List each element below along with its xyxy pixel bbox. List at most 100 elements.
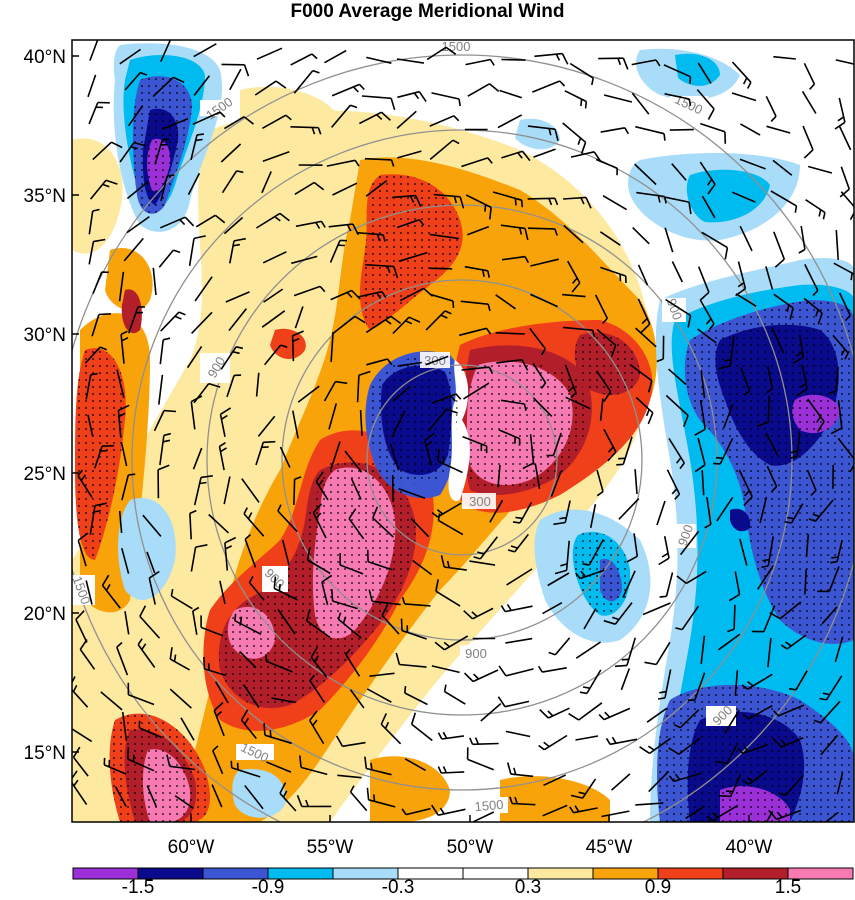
wind-barb-shaft	[505, 637, 533, 644]
wind-barb-feather	[655, 59, 661, 67]
wind-barb-shaft	[391, 410, 406, 438]
lat-tick-label: 30°N	[24, 325, 66, 346]
wind-barb-feather	[555, 53, 561, 61]
wind-barb-feather	[547, 710, 554, 717]
wind-barb-shaft	[664, 669, 672, 699]
shade-neutral-gap	[448, 360, 470, 501]
wind-barb-feather	[780, 739, 787, 746]
wind-barb-feather	[318, 479, 324, 486]
wind-barb-shaft	[124, 611, 130, 635]
wind-barb-feather	[673, 723, 681, 729]
wind-barb-shaft	[563, 196, 587, 200]
wind-barb-shaft	[174, 795, 195, 810]
wind-barb-feather	[780, 644, 788, 650]
wind-barb-feather	[515, 516, 523, 520]
wind-barb-shaft	[119, 142, 135, 163]
wind-barb-feather	[704, 523, 712, 529]
wind-barb-feather	[162, 138, 170, 141]
wind-barb-shaft	[332, 315, 356, 335]
wind-barb-feather	[450, 395, 456, 402]
wind-barb-feather	[605, 737, 611, 745]
wind-barb-feather	[488, 366, 494, 374]
wind-barb-shaft	[620, 668, 631, 691]
wind-barb-feather	[645, 409, 650, 417]
wind-barb-feather	[173, 654, 177, 662]
wind-barb-feather	[170, 588, 174, 597]
wind-barb-shaft	[514, 533, 529, 553]
wind-barb-feather	[559, 516, 567, 520]
wind-barb-shaft	[731, 61, 752, 83]
wind-barb-feather	[463, 610, 474, 620]
wind-barb-feather	[437, 766, 442, 774]
wind-barb-feather	[189, 509, 197, 515]
wind-barb-feather	[743, 496, 753, 506]
wind-barb-shaft	[292, 410, 299, 439]
wind-barb-shaft	[186, 345, 203, 369]
wind-barb-feather	[747, 680, 754, 687]
wind-barb-feather	[408, 316, 421, 323]
wind-barb-feather	[376, 292, 382, 300]
wind-barb-shaft	[767, 366, 774, 389]
lon-tick-label: 50°W	[447, 837, 494, 858]
wind-barb-shaft	[629, 363, 653, 382]
wind-barb-shaft	[678, 737, 701, 755]
wind-barb-shaft	[773, 293, 794, 309]
wind-barb-shaft	[504, 700, 530, 708]
wind-barb-shaft	[273, 587, 298, 601]
wind-barb-shaft	[367, 561, 393, 571]
wind-barb-feather	[688, 201, 692, 215]
wind-barb-shaft	[190, 546, 197, 572]
wind-barb-feather	[688, 98, 692, 107]
wind-barb-shaft	[425, 310, 446, 331]
wind-barb-shaft	[364, 157, 392, 161]
wind-barb-shaft	[138, 727, 162, 739]
wind-barb-shaft	[637, 298, 651, 325]
shade-negative-max	[730, 508, 751, 532]
wind-barb-feather	[279, 212, 290, 222]
wind-barb-shaft	[562, 293, 586, 298]
wind-barb-feather	[657, 195, 661, 203]
wind-barb-shaft	[626, 637, 637, 666]
wind-barb-shaft	[642, 602, 671, 616]
wind-barb-shaft	[255, 372, 260, 397]
wind-barb-feather	[818, 209, 822, 217]
wind-barb-shaft	[169, 688, 192, 709]
wind-barb-shaft	[429, 115, 455, 127]
wind-barb-shaft	[256, 47, 283, 60]
wind-barb-shaft	[219, 580, 226, 605]
wind-barb-feather	[317, 127, 322, 135]
wind-barb-feather	[624, 127, 630, 135]
wind-barb-feather	[99, 346, 107, 351]
wind-barb-shaft	[290, 126, 319, 129]
wind-barb-shaft	[748, 769, 768, 786]
lat-tick-label: 15°N	[24, 743, 66, 764]
wind-barb-feather	[331, 589, 334, 602]
wind-barb-shaft	[724, 709, 740, 734]
wind-barb-shaft	[506, 568, 533, 586]
wind-barb-feather	[796, 388, 808, 397]
wind-barb-shaft	[685, 805, 706, 820]
wind-barb-shaft	[770, 190, 797, 207]
wind-barb-shaft	[359, 410, 363, 436]
wind-barb-shaft	[510, 773, 534, 778]
wind-barb-feather	[513, 767, 517, 775]
wind-barb-shaft	[323, 381, 337, 402]
wind-barb-feather	[582, 686, 591, 689]
wind-barb-feather	[401, 596, 406, 605]
wind-barb-shaft	[495, 332, 525, 335]
wind-barb-feather	[349, 785, 355, 793]
wind-barb-feather	[831, 556, 839, 559]
wind-barb-feather	[335, 380, 348, 385]
wind-barb-feather	[840, 348, 846, 356]
wind-barb-feather	[647, 380, 653, 393]
wind-barb-shaft	[358, 290, 383, 298]
wind-barb-shaft	[223, 116, 245, 130]
wind-barb-shaft	[91, 314, 100, 337]
wind-barb-shaft	[505, 730, 531, 738]
wind-barb-feather	[224, 536, 237, 544]
wind-barb-shaft	[312, 512, 327, 539]
wind-barb-shaft	[600, 127, 625, 133]
wind-barb-shaft	[834, 636, 844, 663]
wind-barb-feather	[309, 674, 315, 682]
wind-barb-shaft	[765, 95, 777, 117]
